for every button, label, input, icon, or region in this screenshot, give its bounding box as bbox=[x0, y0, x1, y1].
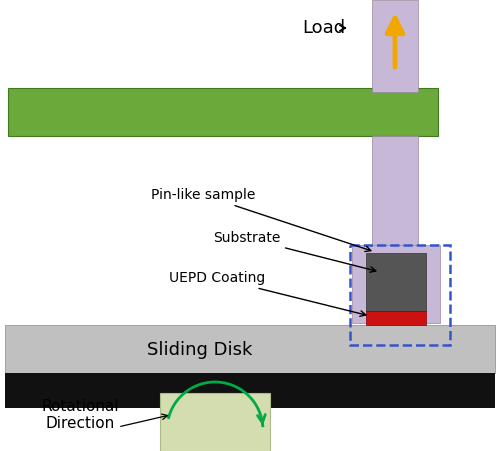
Bar bbox=[372, 136, 418, 246]
Bar bbox=[372, 0, 418, 92]
Bar bbox=[160, 393, 270, 451]
Text: Sliding Disk: Sliding Disk bbox=[148, 341, 252, 359]
Text: Rotational
Direction: Rotational Direction bbox=[41, 399, 119, 431]
Bar bbox=[366, 253, 426, 311]
Bar bbox=[5, 325, 495, 373]
Bar bbox=[5, 373, 495, 408]
Text: Pin-like sample: Pin-like sample bbox=[150, 188, 371, 252]
Text: Substrate: Substrate bbox=[212, 231, 376, 272]
Bar bbox=[366, 311, 426, 325]
Bar bbox=[350, 245, 450, 345]
Text: UEPD Coating: UEPD Coating bbox=[169, 271, 366, 316]
Text: Load: Load bbox=[302, 19, 345, 37]
Bar bbox=[8, 88, 438, 136]
Bar bbox=[352, 245, 440, 323]
